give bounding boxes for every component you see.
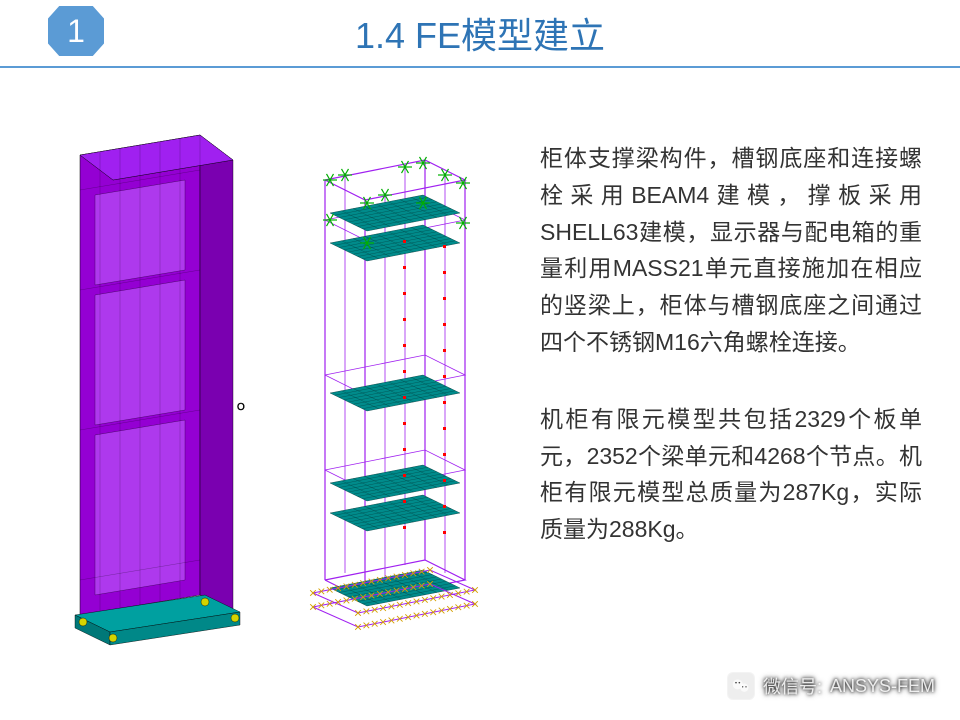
- section-number-badge: 1: [48, 6, 104, 56]
- wireframe-fe-model: [295, 125, 505, 645]
- watermark: 微信号: ANSYS-FEM: [727, 672, 935, 700]
- figure-area: O: [0, 85, 530, 675]
- paragraph-2: 机柜有限元模型共包括2329个板单元，2352个梁单元和4268个节点。机柜有限…: [540, 401, 922, 548]
- slide-header: 1 1.4 FE模型建立: [0, 0, 960, 68]
- watermark-label: 微信号:: [763, 673, 822, 699]
- wechat-icon: [727, 672, 755, 700]
- svg-text:O: O: [237, 402, 245, 413]
- paragraph-1: 柜体支撑梁构件，槽钢底座和连接螺栓采用BEAM4建模，撑板采用SHELL63建模…: [540, 140, 922, 361]
- badge-number: 1: [67, 13, 85, 50]
- description-column: 柜体支撑梁构件，槽钢底座和连接螺栓采用BEAM4建模，撑板采用SHELL63建模…: [530, 85, 960, 720]
- slide-content: O: [0, 85, 960, 720]
- solid-cabinet-model: O: [55, 110, 245, 650]
- slide-title: 1.4 FE模型建立: [0, 7, 960, 59]
- watermark-value: ANSYS-FEM: [830, 676, 935, 697]
